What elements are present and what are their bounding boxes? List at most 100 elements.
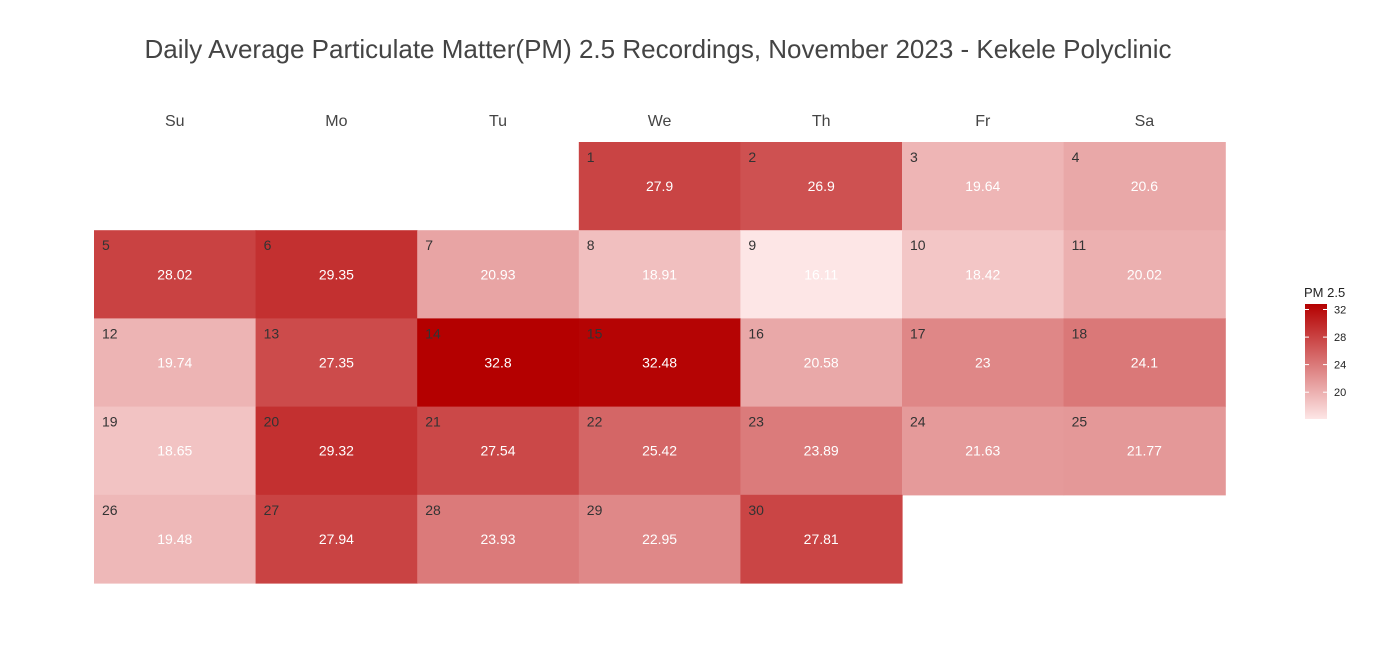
day-number: 1 — [587, 149, 595, 165]
heatmap-cell[interactable] — [740, 494, 903, 584]
day-number: 10 — [910, 237, 926, 253]
calendar-day-cell[interactable]: 27 27.94 — [255, 494, 418, 584]
day-number: 12 — [102, 325, 118, 341]
calendar-day-cell[interactable]: 25 21.77 — [1063, 406, 1226, 496]
pm25-value-label: 19.48 — [157, 531, 192, 547]
calendar-day-cell[interactable]: 26 19.48 — [94, 494, 257, 584]
heatmap-cell[interactable] — [1063, 230, 1226, 319]
day-number: 2 — [748, 149, 756, 165]
pm25-value-label: 20.02 — [1127, 266, 1162, 282]
pm25-value-label: 23.89 — [804, 443, 839, 459]
day-number: 28 — [425, 502, 441, 518]
calendar-day-cell[interactable]: 15 32.48 — [578, 318, 741, 408]
calendar-day-cell[interactable]: 818.91 — [578, 230, 741, 319]
pm25-value-label: 28.02 — [157, 266, 192, 282]
weekday-label: Mo — [325, 113, 347, 130]
heatmap-cell[interactable] — [94, 230, 257, 319]
weekday-label: Th — [812, 113, 831, 130]
calendar-day-cell[interactable]: 720.93 — [417, 230, 580, 319]
heatmap-cell[interactable] — [255, 230, 418, 319]
calendar-day-cell[interactable]: 21 27.54 — [417, 406, 580, 496]
heatmap-cell[interactable] — [578, 230, 741, 319]
heatmap-cell[interactable] — [902, 142, 1065, 231]
day-number: 25 — [1072, 414, 1088, 430]
heatmap-cell[interactable] — [1063, 318, 1226, 408]
calendar-day-cell[interactable]: 13 27.35 — [255, 318, 418, 408]
legend-ticks: 20 24 28 32 — [1305, 305, 1346, 399]
heatmap-cell[interactable] — [1063, 406, 1226, 496]
heatmap-cell[interactable] — [417, 230, 580, 319]
heatmap-cell[interactable] — [902, 230, 1065, 319]
calendar-day-cell[interactable]: 528.02 — [94, 230, 257, 319]
calendar-day-cell[interactable]: 319.64 — [902, 142, 1065, 231]
calendar-day-cell[interactable]: 29 22.95 — [578, 494, 741, 584]
day-number: 3 — [910, 149, 918, 165]
pm25-value-label: 22.95 — [642, 531, 677, 547]
heatmap-cell[interactable] — [1063, 142, 1226, 231]
heatmap-cell[interactable] — [417, 318, 580, 408]
heatmap-cell[interactable] — [94, 318, 257, 408]
pm25-value-label: 32.8 — [484, 355, 511, 371]
heatmap-cell[interactable] — [740, 142, 903, 231]
calendar-day-cell[interactable]: 127.9 — [578, 142, 741, 231]
heatmap-cell[interactable] — [94, 406, 257, 496]
day-number: 22 — [587, 414, 603, 430]
heatmap-cell[interactable] — [255, 494, 418, 584]
heatmap-cell[interactable] — [255, 318, 418, 408]
day-number: 16 — [748, 325, 764, 341]
calendar-day-cell[interactable]: 30 27.81 — [740, 494, 903, 584]
day-number: 21 — [425, 414, 441, 430]
calendar-day-cell[interactable]: 18 24.1 — [1063, 318, 1226, 408]
calendar-day-cell[interactable]: 20 29.32 — [255, 406, 418, 496]
day-number: 4 — [1072, 149, 1080, 165]
day-number: 24 — [910, 414, 926, 430]
heatmap-cell[interactable] — [902, 318, 1065, 408]
day-number: 20 — [264, 414, 280, 430]
heatmap-cell[interactable] — [417, 494, 580, 584]
calendar-day-cell[interactable]: 28 23.93 — [417, 494, 580, 584]
heatmap-cell[interactable] — [578, 142, 741, 231]
calendar-day-cell[interactable]: 14 32.8 — [417, 318, 580, 408]
day-number: 19 — [102, 414, 118, 430]
heatmap-cell[interactable] — [902, 406, 1065, 496]
day-number: 7 — [425, 237, 433, 253]
calendar-day-cell[interactable]: 22 25.42 — [578, 406, 741, 496]
heatmap-cell[interactable] — [417, 406, 580, 496]
day-number: 17 — [910, 325, 926, 341]
pm25-value-label: 29.35 — [319, 266, 354, 282]
legend-tick-label: 32 — [1334, 305, 1346, 317]
pm25-value-label: 26.9 — [808, 178, 835, 194]
pm25-value-label: 23 — [975, 355, 991, 371]
heatmap-cell[interactable] — [578, 494, 741, 584]
pm25-value-label: 18.91 — [642, 266, 677, 282]
heatmap-cell[interactable] — [740, 230, 903, 319]
calendar-day-cell[interactable]: 10 18.42 — [902, 230, 1065, 319]
pm25-value-label: 27.54 — [480, 443, 515, 459]
heatmap-cell[interactable] — [578, 406, 741, 496]
legend-tick-label: 20 — [1334, 387, 1346, 399]
calendar-day-cell[interactable]: 629.35 — [255, 230, 418, 319]
legend-colorbar — [1305, 304, 1327, 419]
day-number: 11 — [1072, 237, 1087, 253]
calendar-day-cell[interactable]: 24 21.63 — [902, 406, 1065, 496]
heatmap-cell[interactable] — [578, 318, 741, 408]
pm25-value-label: 20.93 — [480, 266, 515, 282]
calendar-day-cell[interactable]: 23 23.89 — [740, 406, 903, 496]
heatmap-cell[interactable] — [255, 406, 418, 496]
calendar-day-cell[interactable]: 16 20.58 — [740, 318, 903, 408]
heatmap-cell[interactable] — [740, 318, 903, 408]
day-number: 26 — [102, 502, 118, 518]
calendar-day-cell[interactable]: 226.9 — [740, 142, 903, 231]
heatmap-cell[interactable] — [740, 406, 903, 496]
calendar-day-cell[interactable]: 11 20.02 — [1063, 230, 1226, 319]
pm25-value-label: 20.6 — [1131, 178, 1158, 194]
legend-title: PM 2.5 — [1304, 285, 1345, 300]
calendar-day-cell[interactable]: 420.6 — [1063, 142, 1226, 231]
heatmap-cell[interactable] — [94, 494, 257, 584]
pm25-value-label: 27.35 — [319, 355, 354, 371]
pm25-value-label: 18.65 — [157, 443, 192, 459]
calendar-day-cell[interactable]: 12 19.74 — [94, 318, 257, 408]
calendar-day-cell[interactable]: 916.11 — [740, 230, 903, 319]
calendar-day-cell[interactable]: 19 18.65 — [94, 406, 257, 496]
